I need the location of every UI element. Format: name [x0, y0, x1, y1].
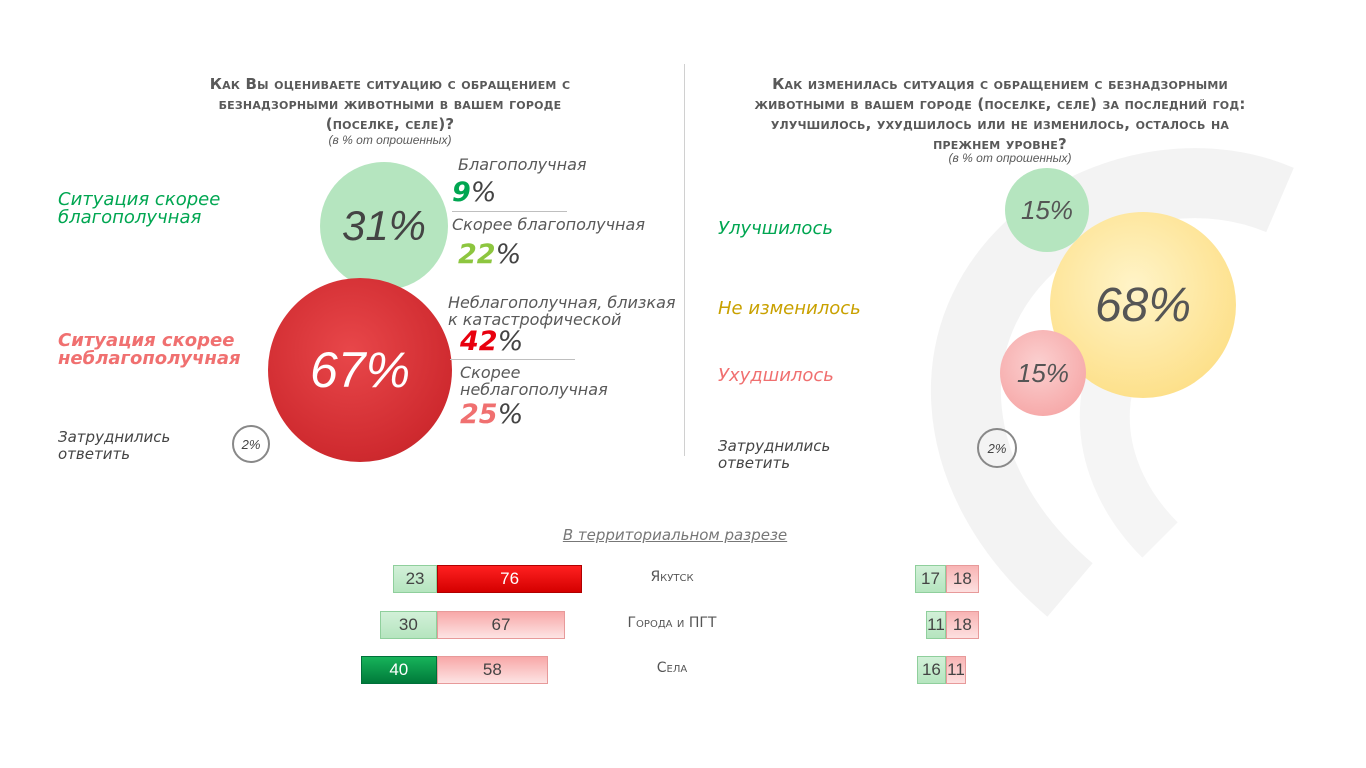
- divider: [452, 211, 567, 212]
- bad-total-value: 67%: [309, 342, 411, 398]
- good-total-circle: 31%: [320, 162, 448, 290]
- item-value: 42%: [460, 327, 523, 357]
- bar-bad: 76: [437, 565, 583, 593]
- right-title-line: Как изменилась ситуация с обращением с б…: [772, 75, 1228, 93]
- worsened-value: 15%: [1016, 357, 1070, 388]
- right-title: Как изменилась ситуация с обращением с б…: [700, 74, 1300, 154]
- right-title-line: прежнем уровне?: [933, 135, 1067, 153]
- bar-good: 40: [360, 656, 437, 684]
- item-number: 42: [460, 326, 498, 357]
- worsened-label: Ухудшилось: [718, 365, 834, 386]
- item-value: 22%: [458, 240, 521, 270]
- improved-label: Улучшилось: [718, 218, 833, 239]
- unchanged-label: Не изменилось: [718, 298, 861, 319]
- item-value: 9%: [452, 178, 496, 208]
- bar-bad: 58: [437, 656, 548, 684]
- bad-total-circle: 67%: [268, 278, 452, 462]
- right-difficult-value: 2%: [987, 440, 1007, 456]
- item-number: 22: [458, 239, 496, 270]
- bar-worsened: 18: [946, 565, 979, 593]
- bar-good: 30: [379, 611, 437, 639]
- group-good-label: Ситуация скорее благополучная: [58, 189, 221, 228]
- item-sign: %: [497, 399, 524, 430]
- item-sign: %: [495, 239, 522, 270]
- section-divider: [684, 64, 685, 456]
- item-label: Скорее благополучная: [452, 215, 645, 234]
- item-value: 25%: [460, 400, 523, 430]
- right-title-line: животными в вашем городе (поселке, селе)…: [754, 95, 1246, 113]
- category-label: Села: [656, 660, 688, 676]
- bar-good: 23: [393, 565, 437, 593]
- right-title-line: улучшилось, ухудшилось или не изменилось…: [770, 115, 1230, 133]
- item-label: Скорее неблагополучная: [460, 363, 608, 399]
- left-title: Как Вы оцениваете ситуацию с обращением …: [140, 74, 640, 134]
- item-sign: %: [497, 326, 524, 357]
- left-difficult-value: 2%: [241, 436, 261, 452]
- item-number: 25: [460, 399, 498, 430]
- bar-bad: 67: [437, 611, 565, 639]
- left-difficult-circle: 2%: [232, 425, 270, 463]
- divider: [450, 359, 575, 360]
- improved-value: 15%: [1020, 194, 1074, 225]
- left-subtitle: (в % от опрошенных): [328, 133, 452, 147]
- left-title-line: безнадзорными животными в вашем городе: [218, 95, 562, 113]
- bar-improved: 17: [915, 565, 946, 593]
- left-difficult-label: Затруднились ответить: [58, 428, 171, 463]
- left-title-line: (поселке, селе)?: [325, 115, 455, 133]
- category-label: Якутск: [650, 569, 694, 585]
- bar-improved: 16: [916, 656, 946, 684]
- category-label: Города и ПГТ: [627, 615, 717, 631]
- improved-circle: 15%: [1005, 168, 1089, 252]
- bar-improved: 11: [925, 611, 946, 639]
- good-total-value: 31%: [341, 202, 427, 249]
- item-label: Неблагополучная, близкая к катастрофичес…: [448, 293, 676, 329]
- territorial-title: В территориальном разрезе: [562, 526, 788, 544]
- bar-worsened: 11: [946, 656, 967, 684]
- item-label: Благополучная: [458, 155, 587, 174]
- right-difficult-label: Затруднились ответить: [718, 437, 831, 472]
- right-difficult-circle: 2%: [977, 428, 1017, 468]
- group-bad-label: Ситуация скорее неблагополучная: [58, 330, 241, 369]
- worsened-circle: 15%: [1000, 330, 1086, 416]
- bar-worsened: 18: [946, 611, 979, 639]
- unchanged-value: 68%: [1094, 278, 1192, 332]
- right-subtitle: (в % от опрошенных): [948, 151, 1072, 165]
- left-title-line: Как Вы оцениваете ситуацию с обращением …: [209, 75, 571, 93]
- item-sign: %: [470, 177, 497, 208]
- item-number: 9: [452, 177, 471, 208]
